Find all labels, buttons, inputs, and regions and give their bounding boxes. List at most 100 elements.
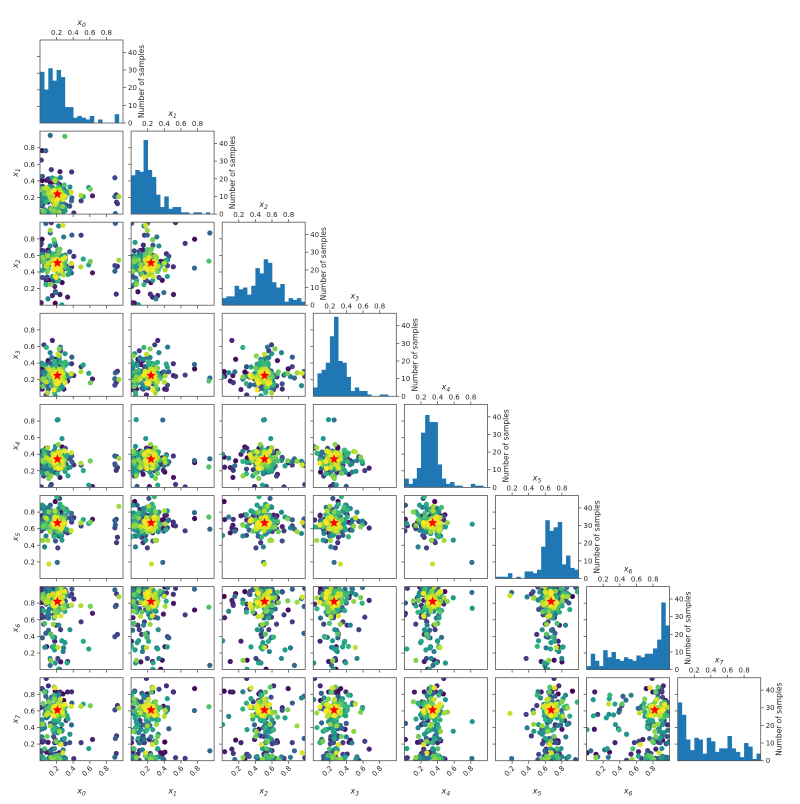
sample-point	[113, 540, 120, 546]
sample-point	[279, 524, 285, 530]
sample-point	[152, 537, 158, 544]
sample-point	[56, 249, 62, 256]
sample-point	[150, 277, 156, 284]
sample-point	[116, 193, 122, 200]
histogram-bar	[532, 573, 538, 579]
sample-point	[48, 281, 54, 287]
sample-point	[145, 359, 152, 365]
scatter-panel-x0-vs-x5: 0.20.40.60.8x5	[11, 495, 124, 582]
sample-point	[166, 726, 172, 732]
histogram-bar	[255, 268, 260, 306]
histogram-bar	[379, 394, 385, 397]
sample-point	[153, 384, 159, 390]
y-tick-label: 0.6	[24, 707, 36, 715]
sample-point	[170, 264, 176, 270]
sample-point	[230, 380, 236, 386]
sample-point	[55, 417, 61, 423]
sample-point	[150, 685, 156, 691]
best-point-star-icon	[329, 517, 339, 527]
sample-point	[332, 627, 338, 633]
sample-point	[89, 610, 96, 616]
histogram-bar	[421, 432, 426, 488]
sample-point	[166, 369, 172, 375]
histogram-bar	[325, 362, 331, 397]
sample-point	[574, 589, 579, 595]
sample-point	[227, 689, 233, 695]
sample-point	[148, 734, 154, 740]
sample-point	[87, 258, 93, 264]
histogram-bar	[135, 169, 140, 215]
sample-point	[560, 593, 566, 599]
sample-point	[420, 519, 426, 526]
histogram-bar	[317, 373, 322, 397]
sample-point	[366, 597, 372, 603]
sample-point	[156, 274, 162, 281]
histogram-bar	[296, 298, 302, 306]
sample-point	[143, 222, 149, 228]
y-axis-title: x4	[11, 441, 22, 451]
sample-point	[535, 586, 541, 590]
sample-point	[148, 586, 154, 590]
sample-point	[51, 237, 57, 243]
sample-point	[162, 603, 168, 609]
best-point-star-icon	[146, 454, 156, 464]
best-point-star-icon	[146, 257, 156, 267]
sample-point	[131, 222, 135, 226]
sample-point	[261, 561, 268, 567]
y-axis-label: Number of samples	[593, 500, 602, 573]
sample-point	[155, 615, 161, 621]
sample-point	[143, 435, 149, 442]
sample-point	[222, 688, 227, 694]
sample-point	[251, 483, 258, 488]
sample-point	[338, 517, 345, 523]
sample-point	[170, 519, 176, 525]
sample-point	[255, 660, 262, 666]
sample-point	[153, 738, 159, 744]
histogram-bar	[495, 576, 500, 579]
histogram-bar	[238, 289, 244, 306]
sample-point	[136, 588, 142, 594]
sample-point	[131, 598, 136, 605]
sample-point	[131, 369, 138, 375]
sample-point	[240, 600, 246, 606]
sample-point	[259, 534, 265, 540]
sample-point	[137, 523, 144, 529]
sample-point	[131, 735, 135, 742]
sample-point	[275, 529, 281, 535]
sample-point	[566, 600, 572, 606]
sample-point	[319, 449, 325, 455]
sample-point	[551, 638, 557, 644]
sample-point	[162, 749, 168, 755]
sample-point	[150, 460, 156, 466]
sample-point	[132, 443, 139, 449]
sample-point	[136, 730, 142, 736]
x-tick-label: 0.2	[598, 576, 609, 584]
sample-point	[61, 182, 67, 188]
sample-point	[86, 370, 92, 376]
sample-point	[45, 537, 51, 544]
sample-point	[172, 755, 179, 761]
sample-point	[52, 300, 58, 306]
sample-point	[53, 289, 59, 296]
sample-point	[43, 184, 49, 191]
sample-point	[45, 739, 51, 745]
sample-point	[287, 525, 294, 531]
sample-point	[207, 456, 213, 462]
sample-point	[413, 522, 419, 528]
sample-point	[144, 227, 150, 233]
sample-point	[87, 519, 93, 525]
sample-point	[337, 561, 343, 567]
sample-point	[163, 386, 170, 392]
histogram-bar	[611, 651, 616, 670]
sample-point	[43, 344, 50, 351]
sample-point	[62, 193, 68, 199]
sample-point	[52, 498, 58, 505]
sample-point	[147, 441, 154, 448]
sample-point	[424, 622, 430, 628]
y-tick-label: 40	[219, 140, 228, 148]
sample-point	[432, 498, 438, 505]
sample-point	[135, 289, 141, 295]
sample-point	[136, 510, 142, 516]
sample-point	[432, 621, 438, 627]
histogram-bar	[160, 207, 165, 215]
